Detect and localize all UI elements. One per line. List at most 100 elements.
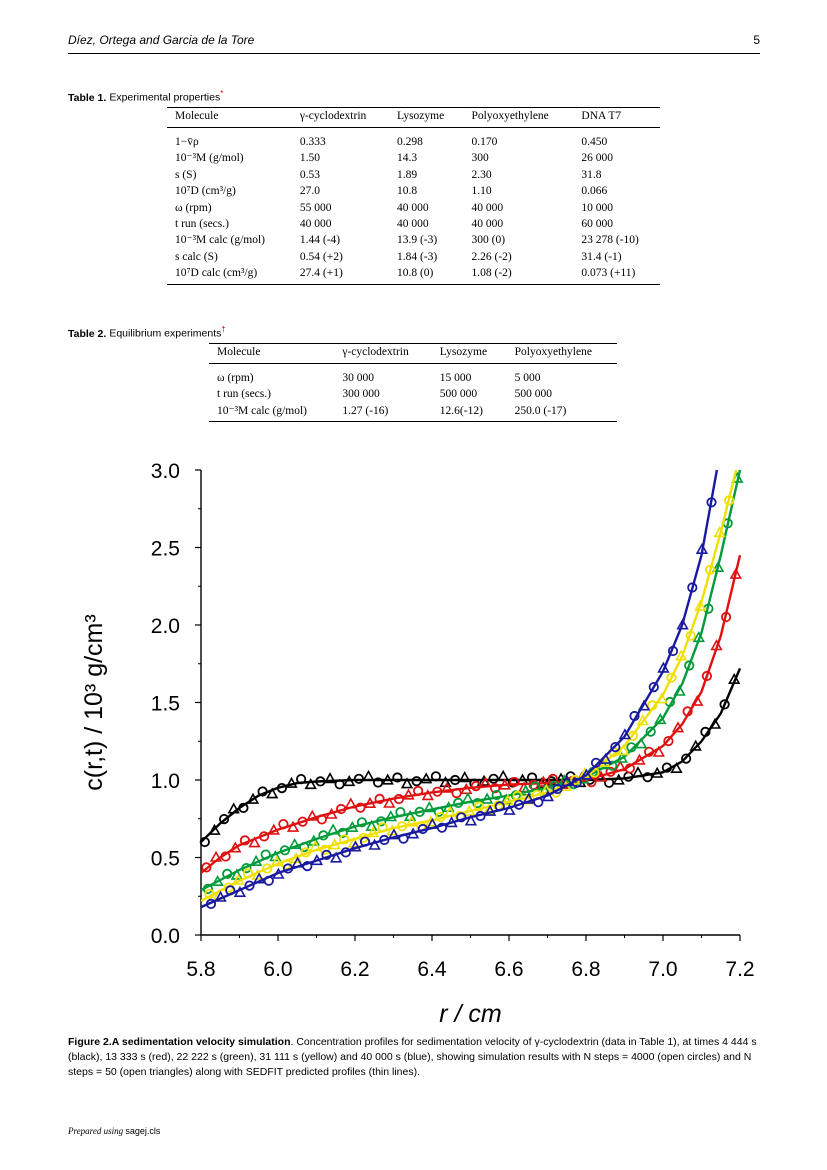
x-tick-label: 7.0 [648, 958, 677, 981]
data-point-triangle [560, 775, 574, 787]
data-point-circle [663, 735, 674, 747]
series-line [201, 469, 738, 902]
data-point-circle [225, 885, 236, 896]
data-point-circle [533, 797, 544, 808]
table-cell: 40 000 [299, 218, 332, 231]
data-point-triangle [233, 885, 247, 898]
table-cell: 15 000 [439, 372, 472, 384]
data-point-triangle [405, 815, 418, 827]
data-point-triangle [480, 792, 494, 804]
column-header: Molecule [209, 343, 335, 364]
data-point-triangle [460, 783, 473, 795]
data-point-triangle [387, 828, 401, 840]
data-point-circle [687, 582, 698, 593]
table-cell: 14.3 [396, 152, 418, 165]
data-point-triangle [288, 837, 301, 850]
data-point-triangle [406, 827, 420, 839]
data-point-triangle [670, 761, 683, 774]
data-point-triangle [383, 796, 396, 808]
data-point-triangle [440, 781, 454, 793]
data-point-circle [470, 780, 481, 792]
table1-footnote-mark: * [220, 89, 224, 98]
data-point-triangle [541, 790, 555, 802]
table-cell: 40 000 [471, 218, 504, 231]
data-point-triangle [654, 713, 667, 725]
data-point-triangle [306, 809, 319, 821]
data-point-triangle [657, 661, 670, 673]
data-point-circle [704, 564, 716, 575]
table-cell: 0.066 [581, 185, 608, 198]
table2-caption: Table 2. Equilibrium experiments† [68, 325, 226, 340]
data-point-triangle [617, 744, 630, 756]
table-row: s calc (S) 0.54 (+2) 1.84 (-3) 2.26 (-2) 31.… [167, 249, 660, 265]
y-tick-label: 3.0 [151, 460, 180, 483]
data-point-triangle [426, 817, 439, 829]
data-point-circle [319, 844, 331, 855]
data-point-circle [335, 803, 347, 815]
data-point-circle [222, 868, 233, 879]
table-cell: 2.26 (-2) [471, 250, 512, 263]
data-point-triangle [402, 788, 415, 800]
table-cell: 12.6(-12) [431, 402, 507, 423]
data-point-circle [436, 822, 448, 833]
data-point-triangle [270, 855, 283, 867]
data-point-triangle [501, 794, 514, 806]
table-cell: 0.450 [581, 136, 608, 148]
data-point-circle [491, 789, 502, 801]
data-point-circle [279, 845, 290, 856]
table-cell: 31.8 [581, 168, 602, 181]
table-cell: 31.4 (-1) [581, 250, 622, 263]
data-point-triangle [246, 792, 260, 804]
data-point-circle [238, 802, 249, 813]
table1-caption: Table 1. Experimental properties* [68, 89, 223, 104]
series-line [201, 469, 719, 909]
data-point-circle [720, 611, 732, 623]
table-cell: 0.298 [396, 136, 423, 148]
data-point-triangle [522, 792, 535, 804]
data-point-triangle [309, 839, 322, 852]
table-cell: 0.073 (+11) [573, 265, 660, 285]
data-point-circle [204, 888, 215, 900]
data-point-triangle [211, 874, 224, 887]
data-point-triangle [326, 823, 340, 835]
table-cell: 1−v̄ρ [175, 136, 199, 148]
data-point-triangle [651, 766, 664, 778]
data-point-circle [435, 811, 446, 823]
data-point-triangle [445, 816, 458, 828]
data-point-circle [475, 810, 486, 822]
data-point-triangle [655, 692, 668, 704]
table-cell: 27.4 (+1) [291, 265, 389, 285]
table-cell: 500 000 [514, 388, 552, 401]
data-point-circle [645, 726, 656, 737]
data-point-circle [667, 645, 679, 657]
data-point-triangle [708, 717, 722, 729]
data-point-triangle [443, 805, 457, 817]
data-point-circle [547, 773, 558, 784]
data-point-circle [340, 847, 351, 858]
data-point-circle [724, 495, 735, 506]
column-header: γ-cyclodextrin [291, 107, 389, 128]
header-authors: Díez, Ortega and Garcia de la Tore [68, 33, 255, 47]
table-row: 1−v̄ρ 0.333 0.298 0.170 0.450 [167, 128, 660, 151]
data-point-triangle [636, 714, 649, 726]
data-point-triangle [676, 618, 689, 630]
table-row: 10⁷D calc (cm³/g) 27.4 (+1) 10.8 (0) 1.08 (… [167, 265, 660, 285]
figure-label: Figure 2. [68, 1036, 112, 1048]
table-cell: 1.84 (-3) [396, 250, 438, 263]
data-point-triangle [384, 810, 397, 822]
data-point-triangle [479, 776, 492, 788]
data-point-triangle [328, 838, 341, 850]
data-point-circle [624, 763, 636, 774]
data-point-triangle [692, 630, 705, 643]
data-point-triangle [615, 751, 628, 763]
x-tick-label: 6.8 [571, 958, 600, 981]
table-cell: 40 000 [471, 201, 504, 214]
y-tick-label: 0.5 [151, 848, 180, 871]
data-point-triangle [458, 771, 471, 783]
table-row: ω (rpm) 30 000 15 000 5 000 [209, 364, 617, 387]
table-cell: 40 000 [396, 218, 429, 231]
y-tick-label: 2.5 [151, 538, 180, 561]
y-tick-label: 2.0 [151, 615, 180, 638]
table-cell: 55 000 [299, 201, 332, 214]
data-point-circle [205, 898, 217, 909]
